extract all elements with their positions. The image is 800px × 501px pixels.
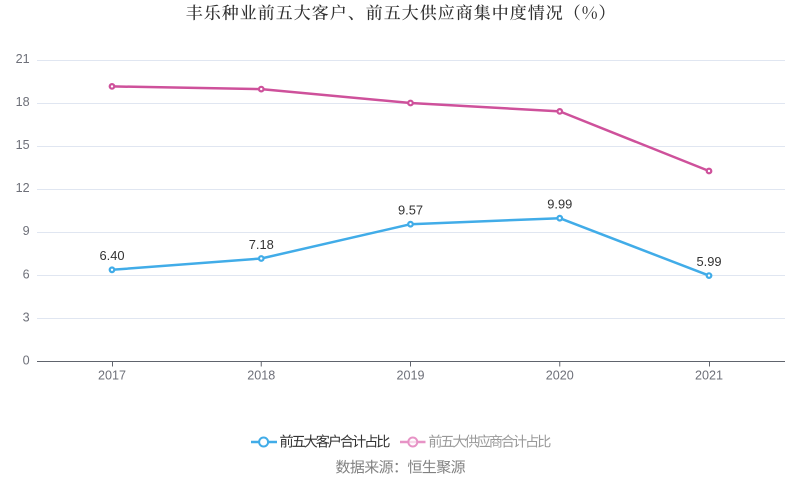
svg-text:7.18: 7.18: [249, 237, 274, 252]
svg-text:2019: 2019: [396, 369, 424, 383]
svg-text:15: 15: [16, 138, 30, 152]
svg-text:2017: 2017: [98, 369, 126, 383]
svg-text:5.99: 5.99: [696, 254, 721, 269]
svg-text:18: 18: [16, 95, 30, 109]
svg-text:2018: 2018: [247, 369, 275, 383]
svg-text:0: 0: [23, 354, 30, 368]
svg-text:6.40: 6.40: [99, 248, 124, 263]
svg-text:6: 6: [23, 267, 30, 281]
svg-text:9.99: 9.99: [547, 197, 572, 212]
svg-text:9: 9: [23, 224, 30, 238]
svg-text:12: 12: [16, 181, 30, 195]
svg-text:21: 21: [16, 52, 30, 66]
svg-text:2021: 2021: [695, 369, 723, 383]
svg-text:2020: 2020: [546, 369, 574, 383]
svg-text:9.57: 9.57: [398, 203, 423, 218]
svg-text:3: 3: [23, 310, 30, 324]
